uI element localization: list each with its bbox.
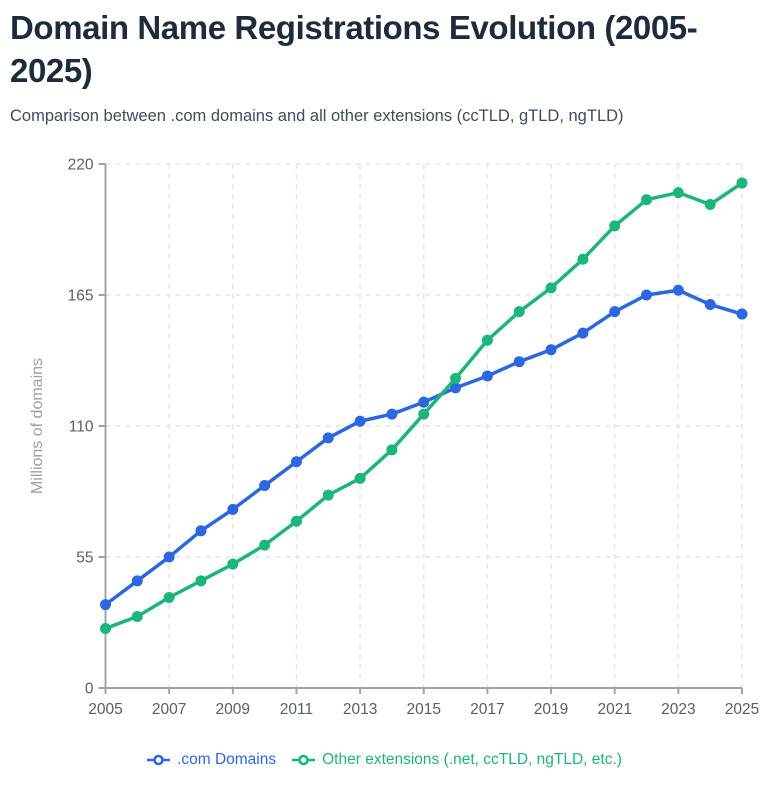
legend-label: .com Domains <box>177 751 277 768</box>
chart-header: Domain Name Registrations Evolution (200… <box>0 0 767 126</box>
svg-text:2017: 2017 <box>470 701 504 718</box>
chart-container: 0 55 110 165 220 2005 2007 2009 2011 2013 2015 2017… <box>0 148 767 769</box>
legend-item-other-extensions[interactable]: Other extensions (.net, ccTLD, ngTLD, et… <box>290 751 622 769</box>
page-subtitle: Comparison between .com domains and all … <box>10 107 624 125</box>
svg-text:2013: 2013 <box>343 701 377 718</box>
page-title: Domain Name Registrations Evolution (200… <box>10 9 698 89</box>
line-chart: 0 55 110 165 220 2005 2007 2009 2011 2013 2015 2017… <box>29 157 759 719</box>
svg-text:2005: 2005 <box>88 701 122 718</box>
svg-text:0: 0 <box>85 681 94 698</box>
svg-text:55: 55 <box>76 550 93 567</box>
svg-text:2021: 2021 <box>597 701 631 718</box>
chart-legend: .com Domains Other extensions (.net, ccT… <box>0 751 767 769</box>
svg-text:165: 165 <box>68 288 94 305</box>
svg-text:2019: 2019 <box>534 701 568 718</box>
svg-text:2023: 2023 <box>661 701 695 718</box>
legend-marker-line-icon <box>292 754 316 766</box>
svg-text:110: 110 <box>69 419 94 436</box>
svg-text:2015: 2015 <box>407 701 441 718</box>
svg-text:2011: 2011 <box>280 701 313 718</box>
svg-text:2025: 2025 <box>725 701 759 718</box>
legend-marker-line-icon <box>147 754 171 766</box>
svg-text:2009: 2009 <box>216 701 250 718</box>
legend-label: Other extensions (.net, ccTLD, ngTLD, et… <box>322 751 622 768</box>
svg-text:Millions of domains: Millions of domains <box>29 358 46 494</box>
svg-text:220: 220 <box>68 157 94 174</box>
svg-text:2007: 2007 <box>152 701 186 718</box>
legend-item-com-domains[interactable]: .com Domains <box>145 751 276 769</box>
